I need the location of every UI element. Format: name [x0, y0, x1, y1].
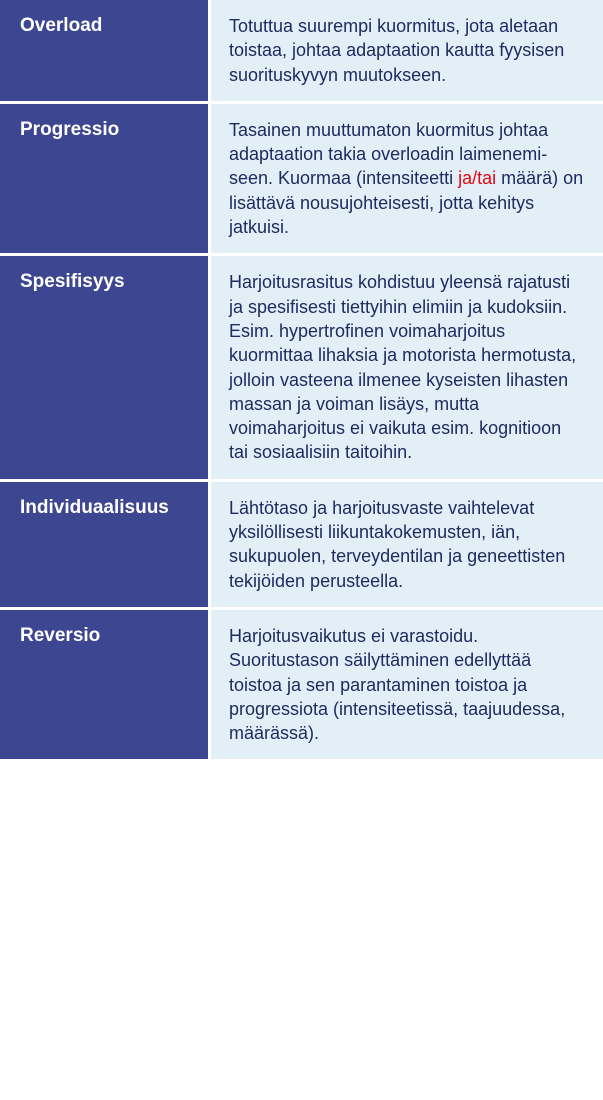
table-row: ReversioHarjoitusvaikutus ei varastoidu.… — [0, 610, 603, 759]
table-row: IndividuaalisuusLähtötaso ja harjoitusva… — [0, 482, 603, 610]
definition-cell: Harjoitusvaikutus ei varastoidu. Suoritu… — [208, 610, 603, 759]
term-cell: Individuaalisuus — [0, 482, 208, 610]
term-cell: Progressio — [0, 104, 208, 256]
definition-cell: Tasainen muuttumaton kuormitus johtaa ad… — [208, 104, 603, 256]
table-row: Overload Totuttua suurempi kuormitus, jot… — [0, 0, 603, 104]
term-cell: Spesifisyys — [0, 256, 208, 481]
definition-text: Harjoitusrasitus kohdistuu yleensä rajat… — [229, 272, 576, 462]
definition-text: Lähtötaso ja harjoitusvaste vaihtelevat … — [229, 498, 565, 591]
definition-cell: Totuttua suurempi kuormitus, jota aletaa… — [208, 0, 603, 104]
term-cell: Reversio — [0, 610, 208, 759]
definition-cell: Harjoitusrasitus kohdistuu yleensä rajat… — [208, 256, 603, 481]
highlight-text: ja/tai — [458, 168, 496, 188]
definition-text: Totuttua suurempi kuormitus, jota aletaa… — [229, 16, 564, 85]
definition-text: Harjoitusvaikutus ei varastoidu. Suoritu… — [229, 626, 565, 743]
table-row: SpesifisyysHarjoitusrasitus kohdistuu yl… — [0, 256, 603, 481]
term-cell: Overload — [0, 0, 208, 104]
table-row: ProgressioTasainen muuttumaton kuormitus… — [0, 104, 603, 256]
definition-cell: Lähtötaso ja harjoitusvaste vaihtelevat … — [208, 482, 603, 610]
definitions-table: Overload Totuttua suurempi kuormitus, jot… — [0, 0, 603, 759]
